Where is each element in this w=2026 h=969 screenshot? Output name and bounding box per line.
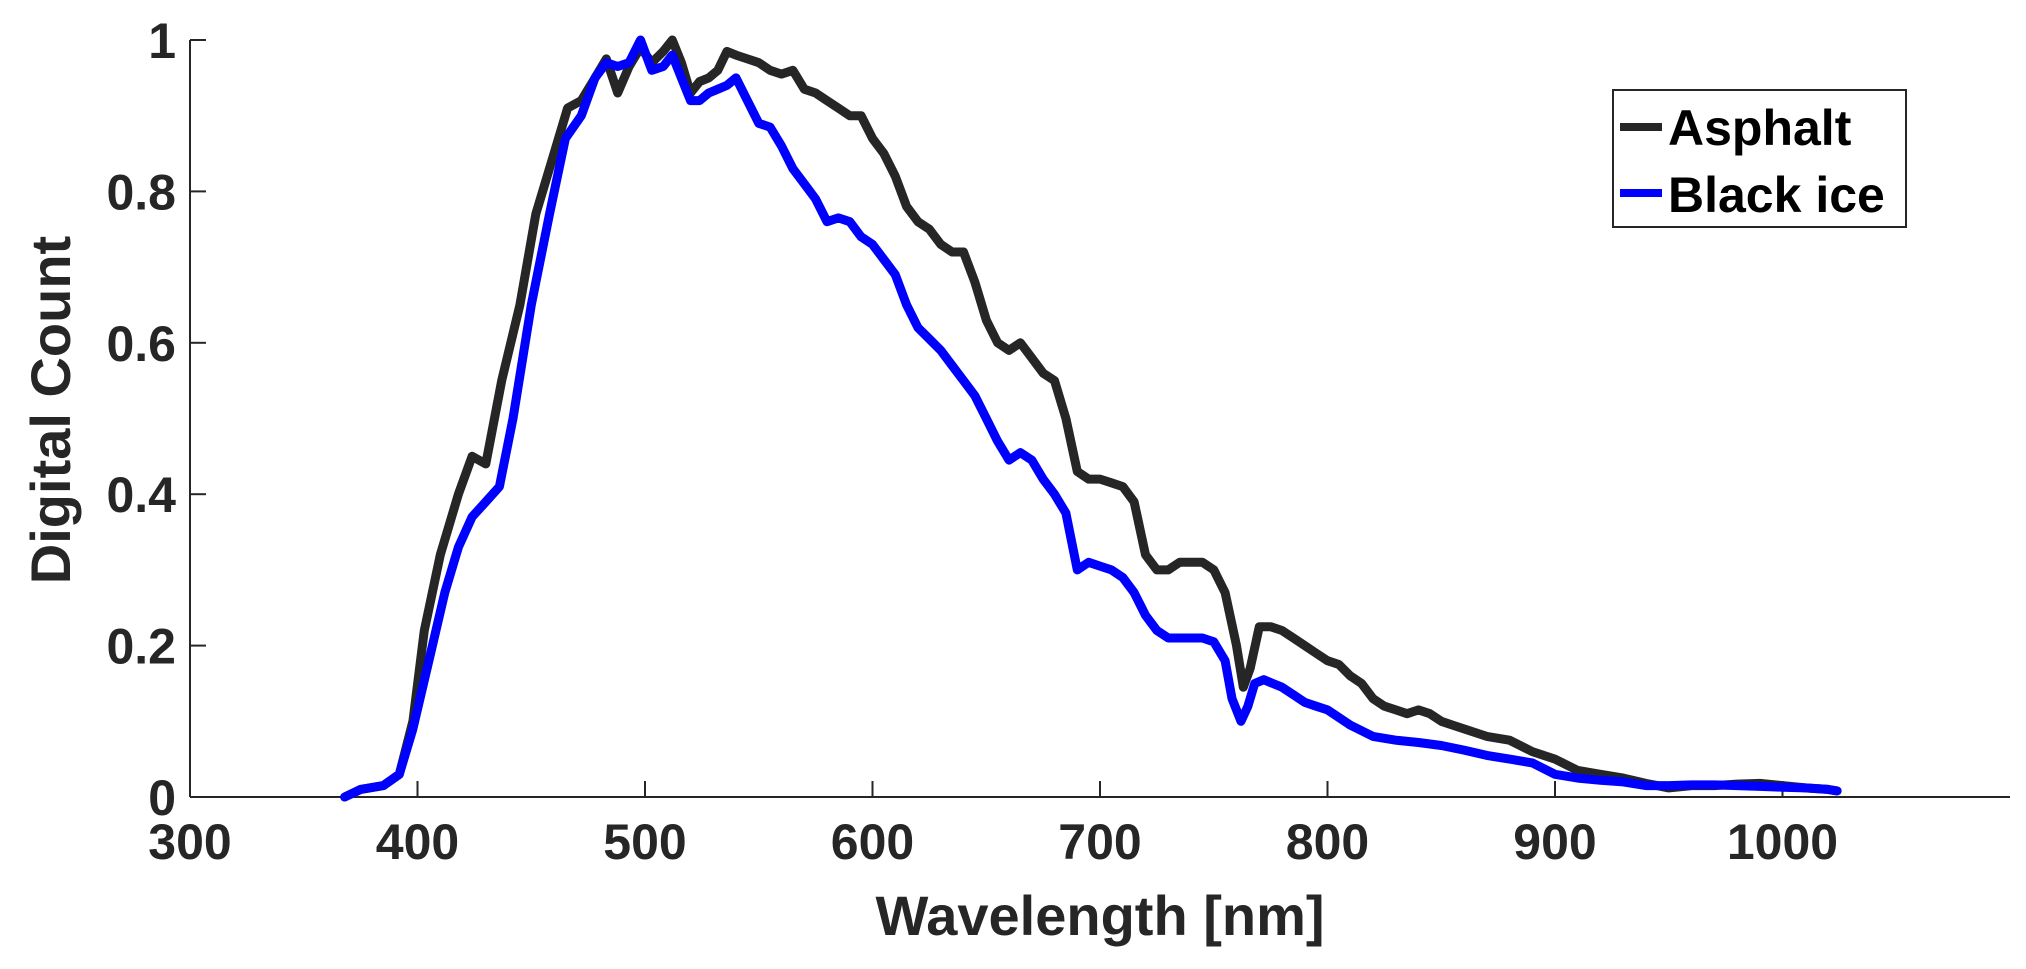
x-tick-label: 300 bbox=[148, 814, 231, 870]
y-tick-label: 0 bbox=[148, 770, 176, 826]
y-tick-label: 0.8 bbox=[106, 164, 176, 220]
legend-box bbox=[1612, 89, 1907, 228]
legend: Asphalt Black ice bbox=[1612, 89, 1907, 228]
x-tick-label: 700 bbox=[1058, 814, 1141, 870]
y-tick-label: 1 bbox=[148, 13, 176, 69]
y-axis-title: Digital Count bbox=[19, 236, 82, 584]
x-tick-label: 800 bbox=[1286, 814, 1369, 870]
y-tick-label: 0.4 bbox=[106, 467, 176, 523]
legend-label-black-ice: Black ice bbox=[1668, 167, 1885, 223]
x-tick-label: 400 bbox=[376, 814, 459, 870]
x-tick-label: 600 bbox=[831, 814, 914, 870]
x-tick-label: 1000 bbox=[1727, 814, 1838, 870]
x-ticks: 300 400 500 600 700 800 900 1000 bbox=[148, 781, 1838, 870]
x-tick-label: 500 bbox=[603, 814, 686, 870]
series-black-ice-line bbox=[340, 35, 1842, 802]
legend-label-asphalt: Asphalt bbox=[1668, 100, 1852, 156]
y-ticks: 0 0.2 0.4 0.6 0.8 1 bbox=[106, 13, 206, 826]
y-tick-label: 0.6 bbox=[106, 316, 176, 372]
x-axis-title: Wavelength [nm] bbox=[875, 884, 1324, 947]
series-asphalt-line bbox=[340, 35, 1842, 802]
x-tick-label: 900 bbox=[1513, 814, 1596, 870]
y-tick-label: 0.2 bbox=[106, 619, 176, 675]
